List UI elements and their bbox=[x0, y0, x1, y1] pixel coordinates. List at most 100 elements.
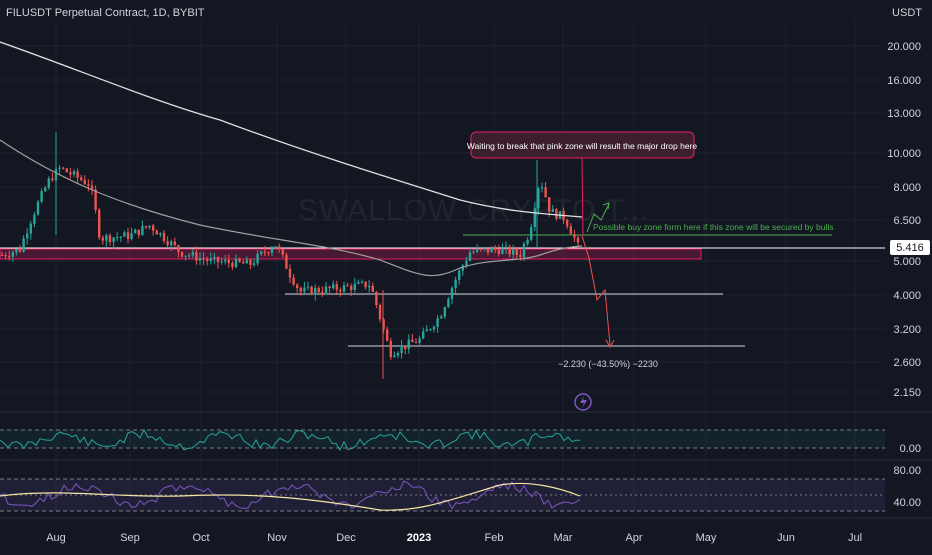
candle-body bbox=[108, 235, 112, 242]
price-tick-label: 2.600 bbox=[893, 357, 921, 369]
candle-body bbox=[288, 268, 292, 278]
candle-body bbox=[65, 168, 68, 173]
candle-body bbox=[504, 246, 508, 249]
price-tick-label: 10.000 bbox=[887, 148, 921, 160]
candle-body bbox=[378, 305, 382, 320]
candle-body bbox=[400, 345, 403, 353]
candle-body bbox=[321, 292, 324, 294]
candle-body bbox=[371, 285, 374, 292]
candle-body bbox=[105, 235, 108, 241]
candle-body bbox=[209, 258, 212, 262]
candle-body bbox=[396, 352, 400, 356]
candle-body bbox=[195, 252, 198, 261]
candle-body bbox=[317, 288, 320, 293]
candle-body bbox=[486, 248, 490, 253]
candle-body bbox=[227, 259, 230, 264]
candle-body bbox=[429, 329, 432, 331]
candle-body bbox=[386, 329, 389, 341]
candle-body bbox=[281, 249, 284, 255]
candle-body bbox=[177, 245, 180, 252]
candle-body bbox=[483, 248, 486, 250]
candles bbox=[0, 165, 580, 361]
osc-band bbox=[0, 430, 885, 448]
candle-body bbox=[87, 184, 90, 186]
candle-body bbox=[267, 252, 270, 254]
candle-body bbox=[188, 255, 191, 257]
candle-body bbox=[303, 287, 306, 292]
candle-body bbox=[238, 258, 241, 262]
candle-body bbox=[310, 286, 313, 295]
price-tick-label: 3.200 bbox=[893, 324, 921, 336]
candle-body bbox=[116, 237, 119, 239]
oscillator-line bbox=[0, 428, 580, 452]
candle-body bbox=[357, 282, 360, 284]
candle-body bbox=[537, 188, 540, 209]
candle-body bbox=[551, 209, 554, 212]
candle-body bbox=[414, 342, 418, 344]
candle-body bbox=[443, 307, 446, 317]
candle-body bbox=[508, 246, 511, 255]
candle-body bbox=[274, 246, 277, 249]
candle-body bbox=[242, 261, 245, 264]
candle-body bbox=[18, 248, 22, 252]
candle-body bbox=[472, 251, 475, 253]
candle-body bbox=[245, 259, 248, 264]
price-tick-label: 13.000 bbox=[887, 108, 921, 120]
candle-body bbox=[422, 331, 425, 339]
time-tick-label: Jun bbox=[777, 532, 795, 544]
time-tick-label: May bbox=[696, 532, 717, 544]
candle-body bbox=[465, 260, 468, 266]
candle-body bbox=[170, 241, 173, 246]
candle-body bbox=[249, 259, 252, 265]
candle-body bbox=[382, 319, 385, 330]
last-price-badge bbox=[890, 240, 930, 255]
time-tick-label: Oct bbox=[192, 532, 209, 544]
candle-body bbox=[26, 233, 29, 239]
candle-body bbox=[447, 298, 450, 308]
candle-body bbox=[51, 178, 54, 181]
candle-body bbox=[202, 258, 205, 260]
buy-zone-note: Possible buy zone form here if this zone… bbox=[593, 222, 833, 232]
candle-body bbox=[15, 248, 18, 253]
candle-body bbox=[440, 316, 443, 319]
candle-body bbox=[530, 227, 533, 240]
candle-body bbox=[360, 281, 364, 283]
candle-body bbox=[180, 251, 184, 257]
time-tick-label: 2023 bbox=[407, 532, 431, 544]
measure-label: −2.230 (−43.50%) −2230 bbox=[558, 359, 658, 369]
candle-body bbox=[306, 286, 310, 288]
lightning-glyph bbox=[580, 396, 587, 408]
candle-body bbox=[137, 229, 140, 235]
candle-body bbox=[296, 284, 299, 288]
candle-body bbox=[332, 284, 335, 289]
candle-body bbox=[119, 236, 122, 238]
candle-body bbox=[278, 246, 281, 250]
candle-body bbox=[58, 167, 61, 169]
candle-body bbox=[144, 226, 148, 228]
candle-body bbox=[152, 225, 155, 231]
candle-body bbox=[418, 338, 421, 343]
candle-body bbox=[90, 185, 94, 190]
candle-body bbox=[166, 241, 169, 246]
candle-body bbox=[544, 187, 547, 198]
candle-body bbox=[540, 187, 544, 189]
candle-body bbox=[522, 243, 526, 258]
candle-body bbox=[375, 291, 378, 306]
candle-body bbox=[432, 326, 436, 330]
candle-body bbox=[436, 318, 439, 327]
candle-body bbox=[346, 285, 349, 287]
candle-body bbox=[324, 286, 328, 293]
rsi-ma-line bbox=[0, 482, 581, 511]
candle-body bbox=[407, 339, 410, 350]
time-tick-label: Jul bbox=[848, 532, 862, 544]
candle-body bbox=[479, 248, 482, 250]
candle-body bbox=[515, 249, 518, 255]
candle-body bbox=[76, 171, 79, 178]
time-tick-label: Mar bbox=[554, 532, 573, 544]
time-tick-label: Nov bbox=[267, 532, 287, 544]
candle-body bbox=[389, 340, 392, 358]
candle-body bbox=[224, 259, 227, 262]
candle-body bbox=[134, 229, 137, 234]
